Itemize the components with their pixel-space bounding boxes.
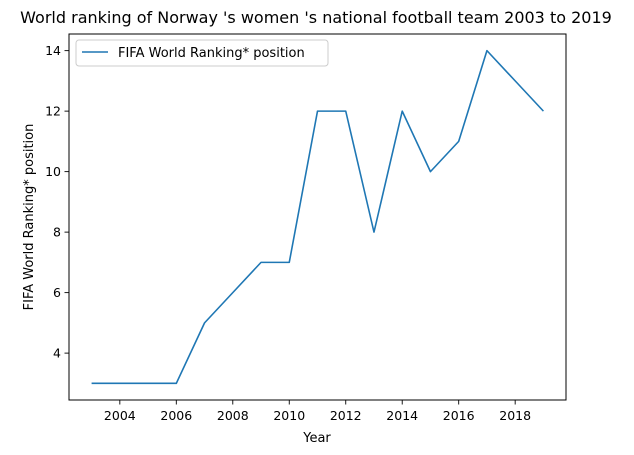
plot-frame	[68, 33, 567, 401]
y-tick-label: 8	[53, 225, 61, 240]
legend: FIFA World Ranking* position	[75, 39, 329, 67]
x-tick-label: 2014	[386, 408, 418, 423]
x-axis: 2004 2006 2008 2010 2012 2014 2016 2018	[104, 400, 531, 423]
x-tick-label: 2004	[104, 408, 136, 423]
y-axis-label: FIFA World Ranking* position	[22, 124, 37, 311]
y-tick-label: 6	[53, 285, 61, 300]
y-tick-label: 4	[53, 346, 61, 361]
chart-title: World ranking of Norway 's women 's nati…	[20, 8, 612, 27]
y-tick-label: 12	[45, 104, 61, 119]
x-tick-label: 2016	[443, 408, 475, 423]
x-tick-label: 2018	[499, 408, 531, 423]
x-tick-label: 2006	[160, 408, 192, 423]
series-line-0	[91, 49, 544, 385]
x-tick-label: 2008	[217, 408, 249, 423]
plot-area	[91, 49, 544, 385]
y-axis: 4 6 8 10 12 14	[45, 43, 69, 361]
y-tick-label: 10	[45, 164, 61, 179]
x-tick-label: 2012	[330, 408, 362, 423]
y-tick-label: 14	[45, 43, 61, 58]
legend-label: FIFA World Ranking* position	[118, 46, 305, 61]
x-axis-label: Year	[302, 431, 331, 446]
x-tick-label: 2010	[273, 408, 305, 423]
legend-box	[75, 39, 329, 67]
